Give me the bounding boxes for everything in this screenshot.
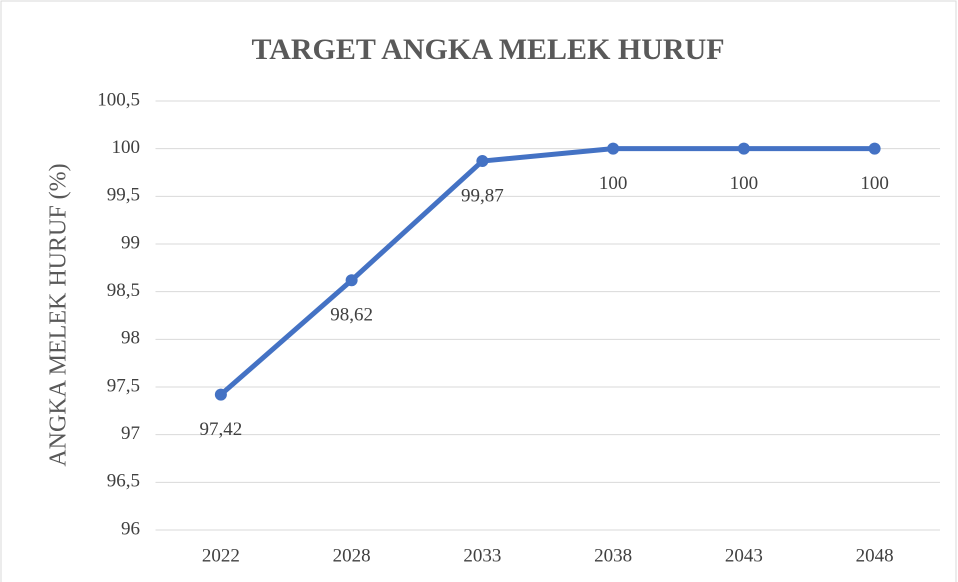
x-tick-label: 2048 — [856, 545, 894, 566]
y-tick-label: 96,5 — [107, 471, 140, 492]
marker — [607, 142, 620, 155]
x-tick-label: 2022 — [202, 545, 240, 566]
x-tick-label: 2033 — [463, 545, 501, 566]
marker — [868, 142, 881, 155]
marker — [476, 155, 489, 168]
y-tick-label: 100 — [112, 137, 141, 158]
y-tick-label: 98,5 — [107, 280, 140, 301]
y-tick-label: 98 — [121, 328, 140, 349]
y-tick-label: 100,5 — [97, 89, 140, 110]
y-tick-label: 97,5 — [107, 375, 140, 396]
marker — [737, 142, 750, 155]
y-axis-label: ANGKA MELEK HURUF (%) — [46, 163, 72, 466]
data-label: 97,42 — [200, 419, 243, 440]
data-label: 98,62 — [330, 305, 373, 326]
data-label: 100 — [730, 173, 759, 194]
marker — [345, 274, 358, 287]
chart-title: TARGET ANGKA MELEK HURUF — [251, 33, 724, 66]
marker — [214, 388, 227, 401]
data-label: 100 — [860, 173, 889, 194]
data-label: 99,87 — [461, 185, 504, 206]
y-tick-label: 99 — [121, 232, 140, 253]
x-tick-label: 2028 — [333, 545, 371, 566]
y-tick-label: 99,5 — [107, 185, 140, 206]
y-tick-label: 97 — [121, 423, 140, 444]
y-tick-label: 96 — [121, 518, 140, 539]
data-label: 100 — [599, 173, 628, 194]
x-tick-label: 2043 — [725, 545, 763, 566]
x-tick-label: 2038 — [594, 545, 632, 566]
line — [219, 146, 875, 397]
